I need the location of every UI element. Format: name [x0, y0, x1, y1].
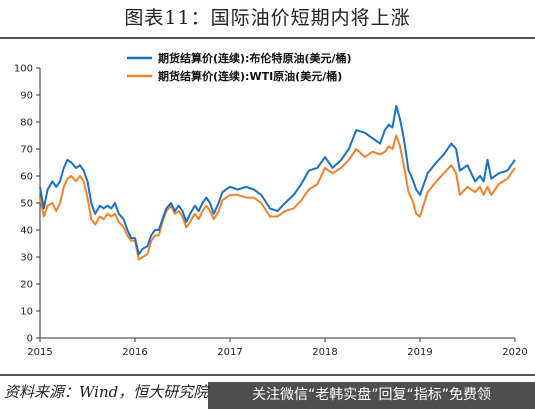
y-tick-label: 100 [14, 64, 33, 75]
x-tick-label: 2017 [217, 347, 242, 358]
chart-legend: 期货结算价(连续):布伦特原油(美元/桶) 期货结算价(连续):WTI原油(美元… [127, 51, 352, 83]
x-axis-ticks: 2015 2016 2017 2018 2019 2020 [27, 338, 528, 358]
y-axis-ticks: 0 10 20 30 40 50 60 70 80 90 100 [14, 64, 40, 345]
y-tick-label: 10 [20, 307, 33, 318]
y-tick-label: 80 [20, 118, 33, 129]
y-tick-label: 20 [20, 280, 33, 291]
wechat-banner: 关注微信“老韩实盘”回复“指标”免费领 [208, 382, 535, 409]
y-tick-label: 30 [20, 253, 33, 264]
x-tick-label: 2018 [312, 347, 337, 358]
brent-line [39, 104, 516, 256]
y-tick-label: 60 [20, 172, 33, 183]
y-tick-label: 50 [20, 199, 33, 210]
x-tick-label: 2019 [407, 347, 432, 358]
figure-title: 图表11：国际油价短期内将上涨 [124, 7, 411, 29]
source-note: 资料来源：Wind，恒大研究院 [4, 383, 209, 401]
x-tick-label: 2015 [27, 347, 52, 358]
legend-label-wti: 期货结算价(连续):WTI原油(美元/桶) [158, 69, 342, 83]
legend-label-brent: 期货结算价(连续):布伦特原油(美元/桶) [158, 51, 352, 65]
y-tick-label: 90 [20, 91, 33, 102]
x-tick-label: 2016 [122, 347, 147, 358]
y-tick-label: 40 [20, 226, 33, 237]
title-rule [0, 37, 535, 39]
x-tick-label: 2020 [502, 347, 527, 358]
wti-line [39, 134, 516, 261]
chart-axes [39, 68, 515, 339]
y-tick-label: 0 [27, 334, 33, 345]
source-rule [0, 374, 535, 376]
series-lines [39, 104, 516, 261]
y-tick-label: 70 [20, 145, 33, 156]
